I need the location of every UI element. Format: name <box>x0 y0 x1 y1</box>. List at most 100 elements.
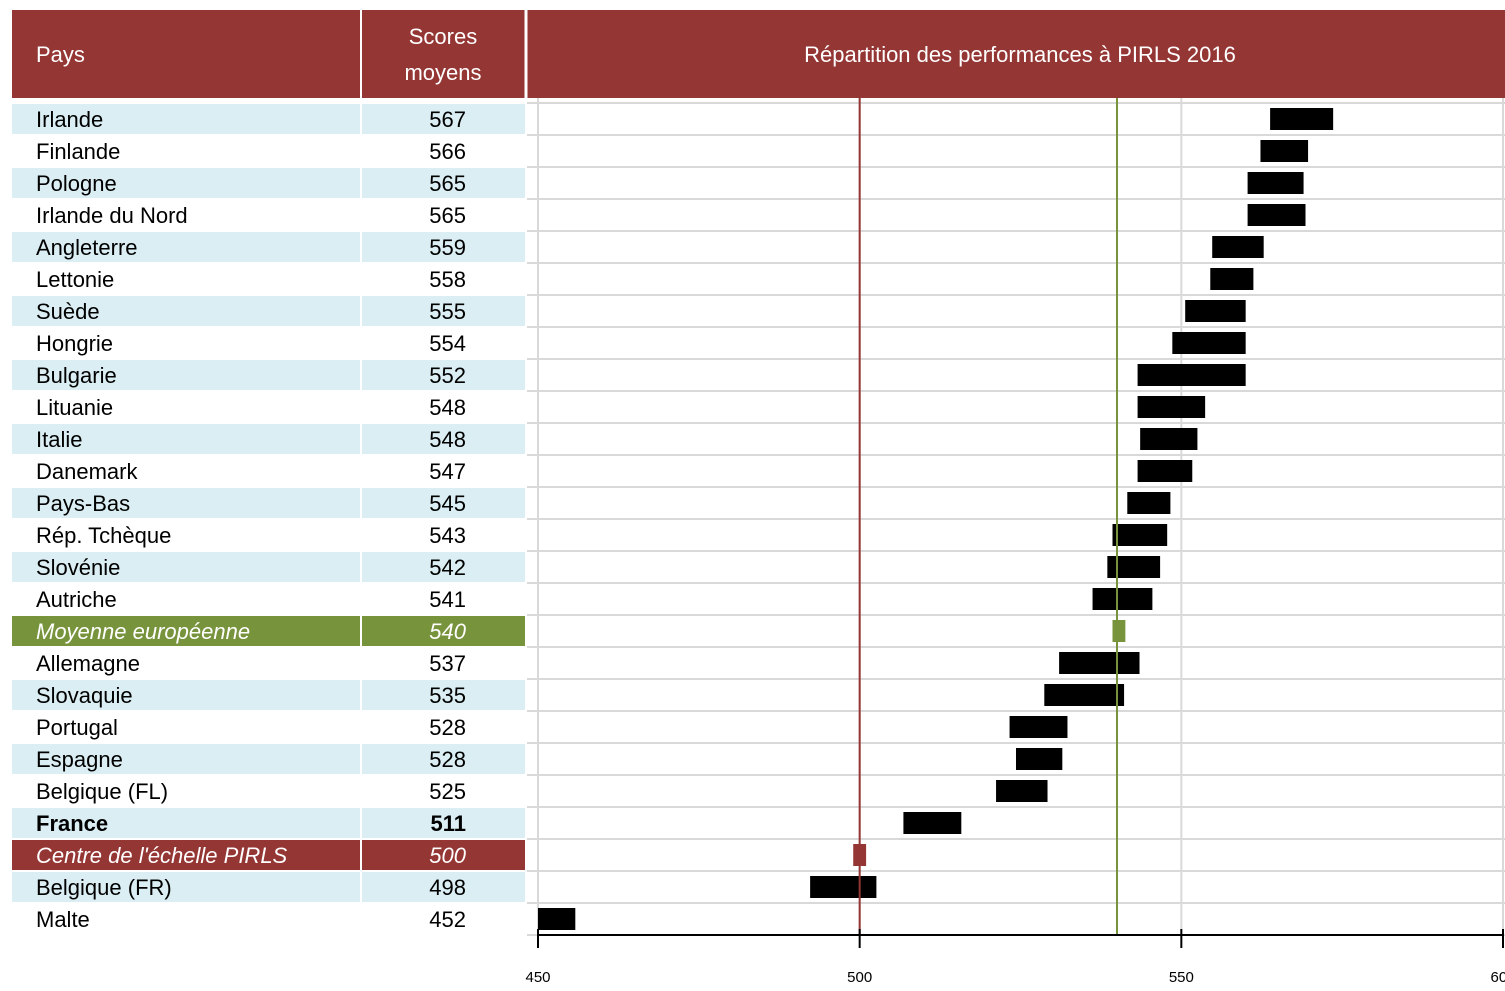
header-band <box>12 10 1505 98</box>
range-bar <box>1185 300 1246 322</box>
row-bg <box>362 680 525 710</box>
country-label: Slovaquie <box>36 683 133 708</box>
row-bg <box>362 488 525 518</box>
row-bg <box>362 296 525 326</box>
country-label: Autriche <box>36 587 117 612</box>
score-label: 555 <box>429 299 466 324</box>
range-bar <box>1140 428 1198 450</box>
header-country: Pays <box>36 42 85 67</box>
row-bg <box>12 744 360 774</box>
range-bar <box>1009 716 1068 738</box>
row-bg <box>12 872 360 902</box>
country-label: Moyenne européenne <box>36 619 250 644</box>
score-label: 548 <box>429 427 466 452</box>
country-label: Pays-Bas <box>36 491 130 516</box>
range-bar <box>1210 268 1254 290</box>
country-label: Italie <box>36 427 82 452</box>
country-label: Espagne <box>36 747 123 772</box>
range-bar <box>1044 684 1125 706</box>
row-bg <box>362 744 525 774</box>
score-label: 559 <box>429 235 466 260</box>
row-bg <box>12 840 360 870</box>
range-bar <box>1247 204 1306 226</box>
country-label: Bulgarie <box>36 363 117 388</box>
score-label: 540 <box>429 619 466 644</box>
range-bar <box>538 908 576 930</box>
score-label: 511 <box>431 811 467 836</box>
header-score: Scores moyens <box>404 24 481 85</box>
row-bg <box>362 872 525 902</box>
score-label: 547 <box>429 459 466 484</box>
row-bg <box>362 232 525 262</box>
row-bg <box>362 168 525 198</box>
score-label: 554 <box>429 331 466 356</box>
country-label: Pologne <box>36 171 117 196</box>
country-label: France <box>36 811 108 836</box>
country-label: Hongrie <box>36 331 113 356</box>
row-bg <box>12 552 360 582</box>
range-bar <box>1137 396 1206 418</box>
range-bar <box>903 812 962 834</box>
score-label: 452 <box>429 907 466 932</box>
country-label: Suède <box>36 299 100 324</box>
range-bar <box>1137 364 1246 386</box>
range-bar <box>1127 492 1171 514</box>
range-bar <box>1172 332 1246 354</box>
country-label: Belgique (FL) <box>36 779 168 804</box>
score-label: 558 <box>429 267 466 292</box>
row-bg <box>362 808 525 838</box>
range-bar <box>1059 652 1140 674</box>
score-label: 500 <box>429 843 466 868</box>
range-bar <box>1112 620 1126 642</box>
chart-title: Répartition des performances à PIRLS 201… <box>804 42 1236 67</box>
country-label: Centre de l'échelle PIRLS <box>36 843 288 868</box>
score-label: 535 <box>429 683 466 708</box>
x-tick-label: 500 <box>847 969 872 986</box>
row-bg <box>362 360 525 390</box>
row-bg <box>12 488 360 518</box>
country-label: Lituanie <box>36 395 113 420</box>
country-label: Slovénie <box>36 555 120 580</box>
score-label: 566 <box>429 139 466 164</box>
range-bar <box>996 780 1048 802</box>
range-bar <box>1112 524 1168 546</box>
score-label: 543 <box>429 523 466 548</box>
row-bg <box>362 616 525 646</box>
country-label: Malte <box>36 907 90 932</box>
range-bar <box>1270 108 1334 130</box>
row-bg <box>362 552 525 582</box>
score-label: 548 <box>429 395 466 420</box>
row-bg <box>12 680 360 710</box>
score-label: 541 <box>429 587 466 612</box>
range-bar <box>1137 460 1193 482</box>
country-label: Finlande <box>36 139 120 164</box>
score-label: 565 <box>429 171 466 196</box>
row-bg <box>362 104 525 134</box>
country-label: Belgique (FR) <box>36 875 172 900</box>
range-bar <box>1247 172 1304 194</box>
country-label: Danemark <box>36 459 138 484</box>
country-label: Angleterre <box>36 235 138 260</box>
score-label: 528 <box>429 747 466 772</box>
score-label: 567 <box>429 107 466 132</box>
score-label: 498 <box>429 875 466 900</box>
row-bg <box>12 104 360 134</box>
country-label: Portugal <box>36 715 118 740</box>
score-label: 552 <box>429 363 466 388</box>
score-label: 537 <box>429 651 466 676</box>
row-bg <box>362 840 525 870</box>
score-label: 565 <box>429 203 466 228</box>
x-tick-label: 600 <box>1490 969 1505 986</box>
row-bg <box>12 360 360 390</box>
range-bar <box>1107 556 1161 578</box>
country-label: Allemagne <box>36 651 140 676</box>
country-label: Irlande du Nord <box>36 203 188 228</box>
row-bg <box>362 424 525 454</box>
range-bar <box>1015 748 1063 770</box>
row-bg <box>12 168 360 198</box>
row-bg <box>12 808 360 838</box>
score-label: 545 <box>429 491 466 516</box>
x-tick-label: 450 <box>525 969 550 986</box>
country-label: Rép. Tchèque <box>36 523 171 548</box>
